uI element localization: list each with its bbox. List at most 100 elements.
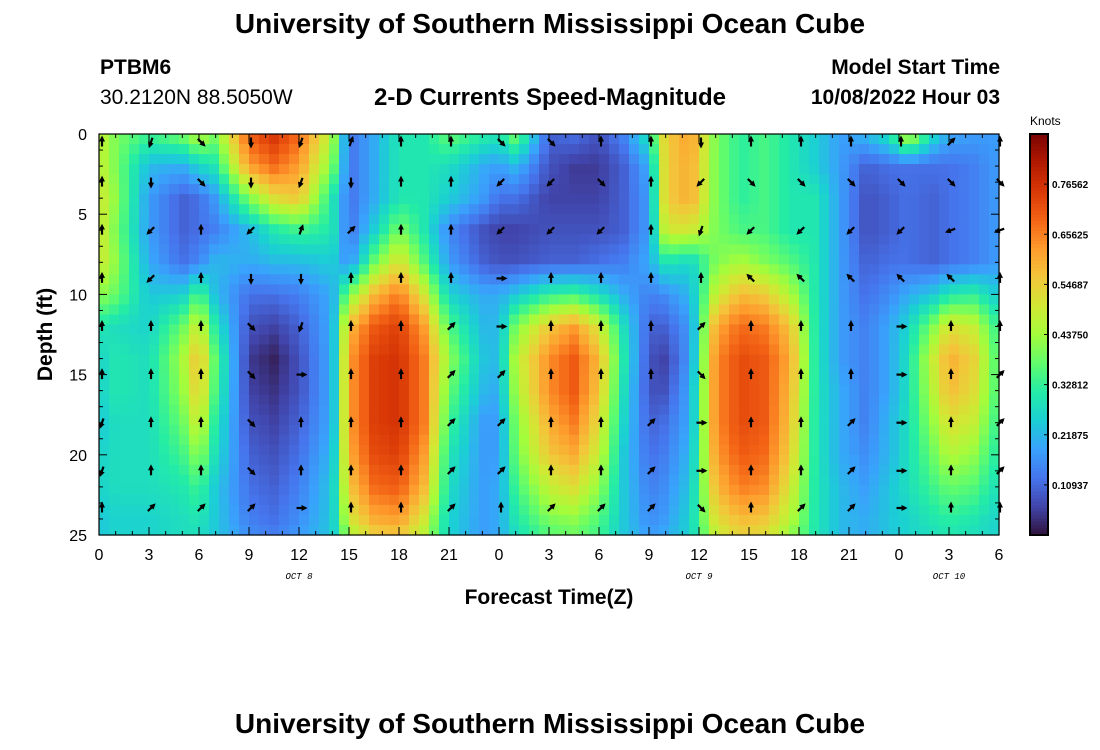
heatmap-cell (969, 164, 980, 175)
heatmap-cell (679, 434, 690, 446)
heatmap-cell (249, 144, 260, 155)
heatmap-cell (299, 414, 310, 426)
heatmap-cell (549, 484, 560, 496)
heatmap-cell (649, 514, 660, 526)
heatmap-cell (939, 524, 950, 536)
heatmap-cell (749, 254, 760, 265)
heatmap-cell (619, 384, 630, 396)
heatmap-cell (319, 474, 330, 486)
heatmap-cell (179, 144, 190, 155)
heatmap-cell (519, 354, 530, 366)
heatmap-cell (129, 424, 140, 436)
heatmap-cell (619, 424, 630, 436)
heatmap-cell (129, 274, 140, 285)
heatmap-cell (929, 234, 940, 245)
heatmap-cell (529, 444, 540, 456)
heatmap-cell (369, 194, 380, 205)
heatmap-cell (309, 364, 320, 376)
heatmap-cell (339, 524, 350, 536)
heatmap-cell (899, 294, 910, 306)
heatmap-cell (699, 214, 710, 225)
heatmap-cell (319, 494, 330, 506)
heatmap-cell (559, 284, 570, 296)
heatmap-cell (679, 294, 690, 306)
heatmap-cell (139, 324, 150, 336)
heatmap-cell (519, 494, 530, 506)
heatmap-cell (989, 144, 1000, 155)
heatmap-cell (649, 294, 660, 306)
heatmap-cell (719, 144, 730, 155)
heatmap-cell (259, 374, 270, 386)
heatmap-cell (519, 414, 530, 426)
current-arrow (146, 226, 155, 235)
heatmap-cell (369, 454, 380, 466)
heatmap-cell (519, 174, 530, 185)
heatmap-cell (639, 194, 650, 205)
heatmap-cell (759, 344, 770, 356)
heatmap-cell (729, 244, 740, 255)
heatmap-cell (979, 394, 990, 406)
current-arrow (896, 226, 905, 235)
heatmap-cell (279, 304, 290, 316)
heatmap-cell (769, 194, 780, 205)
heatmap-cell (289, 164, 300, 175)
heatmap-cell (189, 354, 200, 366)
heatmap-cell (989, 334, 1000, 346)
heatmap-cell (249, 154, 260, 165)
heatmap-cell (969, 184, 980, 195)
heatmap-cell (239, 304, 250, 316)
heatmap-cell (829, 264, 840, 275)
heatmap-cell (949, 404, 960, 416)
heatmap-cell (339, 514, 350, 526)
heatmap-cell (499, 264, 510, 275)
heatmap-cell (379, 334, 390, 346)
heatmap-cell (489, 164, 500, 175)
heatmap-cell (269, 494, 280, 506)
heatmap-cell (379, 244, 390, 255)
heatmap-cell (469, 184, 480, 195)
heatmap-cell (759, 354, 770, 366)
colorbar-segment (1030, 414, 1048, 419)
heatmap-cell (919, 174, 930, 185)
heatmap-cell (799, 384, 810, 396)
heatmap-cell (339, 504, 350, 516)
heatmap-cell (969, 234, 980, 245)
heatmap-cell (279, 424, 290, 436)
heatmap-cell (499, 324, 510, 336)
heatmap-cell (899, 154, 910, 165)
heatmap-cell (119, 194, 130, 205)
heatmap-cell (499, 444, 510, 456)
heatmap-cell (859, 464, 870, 476)
heatmap-cell (159, 174, 170, 185)
heatmap-cell (109, 194, 120, 205)
current-arrow (146, 274, 155, 283)
chart-main-title: University of Southern Mississippi Ocean… (234, 8, 866, 39)
heatmap-cell (289, 244, 300, 255)
heatmap-cell (539, 454, 550, 466)
heatmap-cell (589, 484, 600, 496)
heatmap-cell (619, 154, 630, 165)
heatmap-cell (309, 444, 320, 456)
heatmap-cell (579, 244, 590, 255)
heatmap-cell (979, 454, 990, 466)
heatmap-cell (809, 234, 820, 245)
heatmap-cell (809, 184, 820, 195)
heatmap-cell (499, 424, 510, 436)
heatmap-cell (639, 254, 650, 265)
heatmap-cell (239, 294, 250, 306)
heatmap-cell (769, 364, 780, 376)
heatmap-cell (249, 174, 260, 185)
heatmap-cell (819, 444, 830, 456)
heatmap-cell (139, 354, 150, 366)
heatmap-cell (489, 294, 500, 306)
heatmap-cell (819, 274, 830, 285)
heatmap-cell (229, 274, 240, 285)
heatmap-cell (119, 214, 130, 225)
heatmap-cell (399, 294, 410, 306)
heatmap-cell (239, 224, 250, 235)
heatmap-cell (669, 334, 680, 346)
heatmap-cell (129, 174, 140, 185)
current-arrow (298, 224, 304, 235)
heatmap-cell (399, 204, 410, 215)
heatmap-cell (599, 264, 610, 275)
